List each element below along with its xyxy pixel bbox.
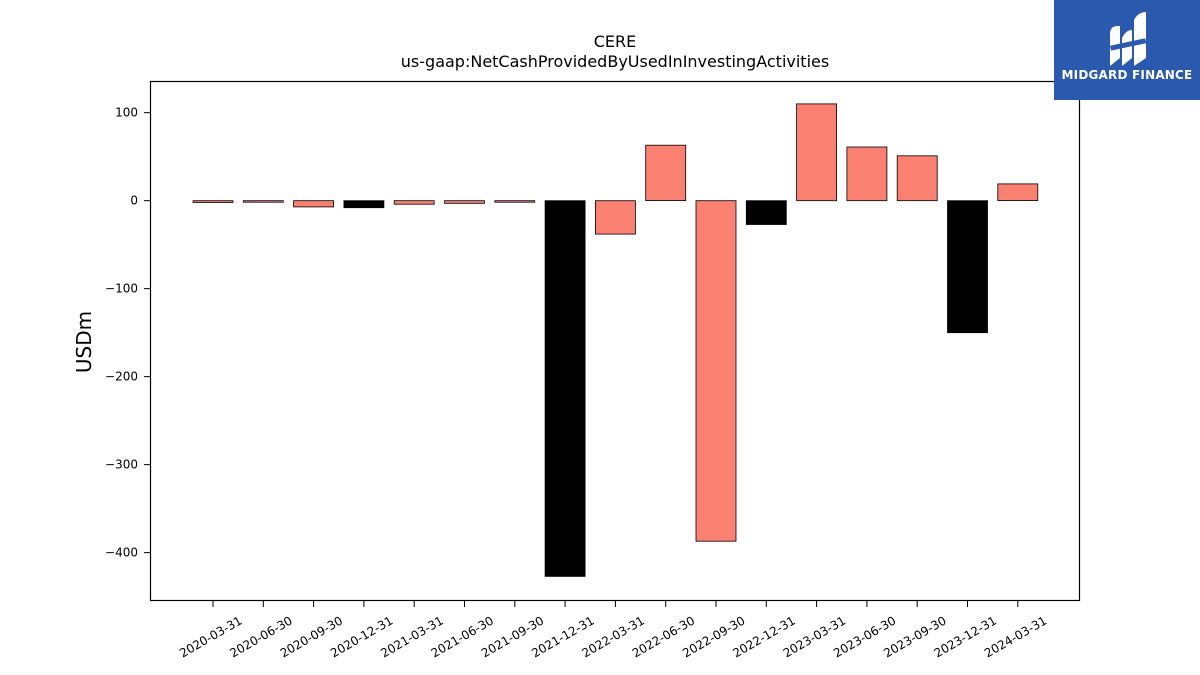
- bars-group: [192, 103, 1039, 577]
- bar-2020-06-30: [242, 200, 284, 203]
- chart-title: CERE: [593, 32, 637, 51]
- bar-2023-09-30: [896, 155, 938, 202]
- y-tick-label: −100: [105, 282, 138, 296]
- plot-frame: [149, 80, 1081, 602]
- chart-subtitle: us-gaap:NetCashProvidedByUsedInInvesting…: [400, 52, 830, 71]
- bar-2021-12-31: [544, 200, 586, 577]
- bar-2020-09-30: [293, 200, 335, 208]
- bar-2020-03-31: [192, 200, 234, 203]
- bar-2022-09-30: [695, 200, 737, 542]
- bar-2022-03-31: [595, 200, 636, 235]
- y-tick-label: −300: [105, 458, 138, 472]
- x-axis: 2020-03-312020-06-302020-09-302020-12-31…: [177, 601, 1049, 660]
- y-tick-label: 0: [130, 194, 138, 208]
- bar-2023-12-31: [947, 200, 988, 334]
- bar-2024-03-31: [997, 183, 1039, 201]
- bar-2022-06-30: [645, 144, 687, 201]
- bar-2023-03-31: [796, 103, 837, 202]
- bar-2022-12-31: [745, 200, 787, 225]
- y-tick-label: −400: [105, 546, 138, 560]
- y-axis-label: USDm: [72, 311, 96, 373]
- y-tick-label: 100: [115, 106, 138, 120]
- brand-logo: MIDGARD FINANCE: [1054, 0, 1200, 100]
- bar-2020-12-31: [343, 200, 385, 209]
- bar-2023-06-30: [846, 146, 888, 202]
- bar-2021-06-30: [444, 200, 485, 204]
- midgard-logo-icon: [1109, 12, 1147, 66]
- y-tick-label: −200: [105, 370, 138, 384]
- y-axis: 100 0 −100 −200 −300 −400: [105, 106, 150, 560]
- bar-2021-09-30: [494, 200, 536, 203]
- bar-2021-03-31: [393, 200, 435, 205]
- brand-name: MIDGARD FINANCE: [1061, 68, 1193, 82]
